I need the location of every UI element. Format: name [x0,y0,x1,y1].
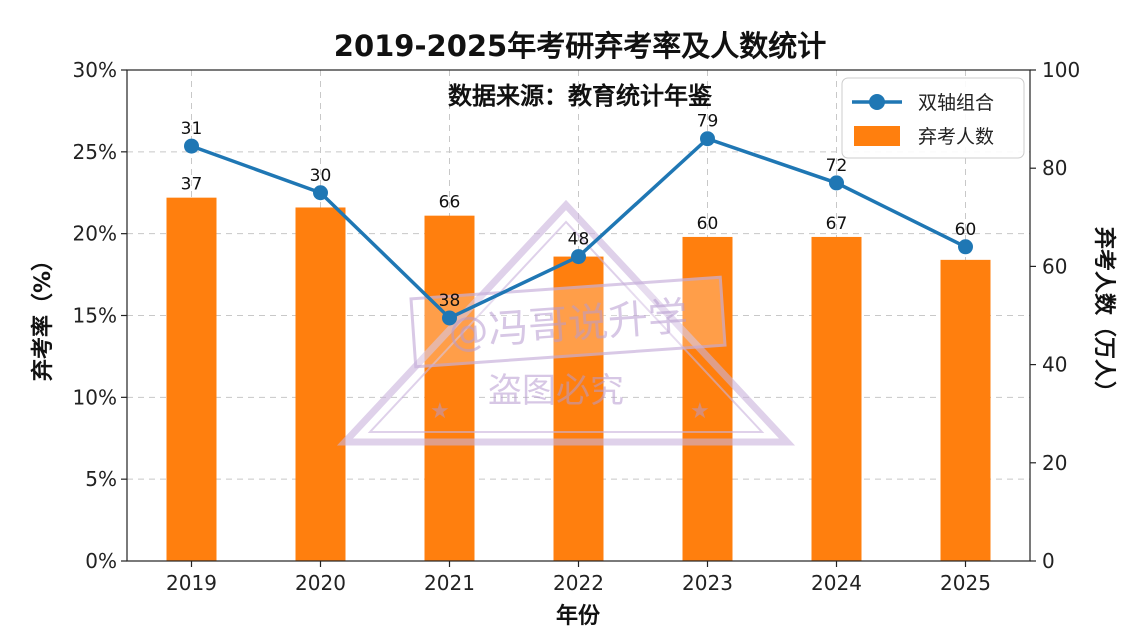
line-data-label: 72 [826,156,848,176]
star-icon: ★ [690,399,710,424]
bar [295,207,346,562]
y-left-tick-label: 30% [73,58,117,82]
line-point [184,138,199,154]
bar-data-label: 66 [439,193,461,213]
y-left-tick-label: 25% [73,140,117,164]
bar [811,236,862,561]
line-data-label: 60 [955,220,977,240]
line-data-label: 48 [568,230,590,250]
y-axis-right-label: 弃考人数（万人） [1091,227,1117,403]
x-tick-label: 2025 [940,571,991,595]
x-tick-label: 2024 [811,571,862,595]
chart-subtitle: 数据来源：教育统计年鉴 [448,82,713,110]
legend-line-label: 双轴组合 [918,92,994,114]
x-tick-label: 2019 [166,571,217,595]
y-right-tick-label: 100 [1042,58,1080,82]
line-data-label: 79 [697,112,719,132]
legend: 双轴组合 弃考人数 [841,77,1025,159]
legend-bar-swatch [854,126,900,146]
bar [553,256,604,561]
line-point [700,131,715,147]
line-data-label: 31 [181,119,203,139]
chart-title: 2019-2025年考研弃考率及人数统计 [334,29,826,63]
bar [166,197,217,561]
x-axis-label: 年份 [556,603,601,629]
y-axis-left-label: 弃考率（%） [30,249,56,381]
line-data-label: 30 [310,166,332,186]
watermark-text-2: 盗图必究 [488,371,624,411]
y-right-tick-label: 0 [1042,549,1055,573]
y-right-tick-label: 60 [1042,254,1067,278]
y-left-tick-label: 15% [73,304,117,328]
y-right-tick-label: 40 [1042,353,1067,377]
x-tick-label: 2020 [295,571,346,595]
y-left-tick-label: 0% [85,549,117,573]
bar-data-label: 60 [697,214,719,234]
x-tick-label: 2021 [424,571,475,595]
bar-data-label: 67 [826,214,848,234]
y-left-tick-label: 5% [85,467,117,491]
bar-series: 37 66 60 67 [166,175,991,562]
line-series: 31 30 38 48 79 72 60 [181,112,977,326]
x-tick-label: 2022 [553,571,604,595]
y-right-tick-label: 80 [1042,156,1067,180]
y-left-tick-label: 10% [73,385,117,409]
bar [940,259,991,561]
star-icon: ★ [430,399,450,424]
y-right-tick-label: 20 [1042,451,1067,475]
line-point [442,310,457,326]
bar [682,236,733,561]
watermark: @冯哥说升学 盗图必究 ★ ★ [336,199,796,446]
legend-marker-icon [869,94,885,110]
line-point [829,175,844,191]
legend-bar-label: 弃考人数 [918,126,994,148]
bar-data-label: 37 [181,175,203,195]
line-point [313,185,328,201]
x-tick-label: 2023 [682,571,733,595]
line-point [958,239,973,255]
axes: 0% 5% 10% 15% 20% 25% 30% 0 20 40 60 80 100 2019 2020 2… [73,58,1081,595]
y-left-tick-label: 20% [73,222,117,246]
line-point [571,249,586,265]
line-data-label: 38 [439,291,461,311]
bar [424,215,475,561]
